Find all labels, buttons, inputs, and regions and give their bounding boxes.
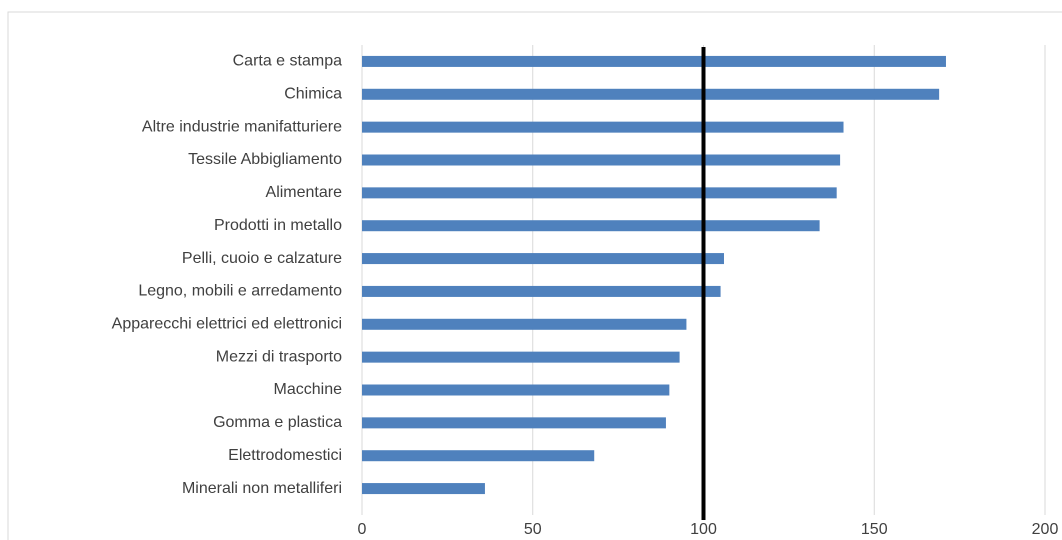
y-tick-label: Chimica xyxy=(284,86,342,103)
bar xyxy=(362,253,724,265)
bar xyxy=(362,450,595,462)
chart-frame xyxy=(7,11,1062,540)
bar xyxy=(362,417,666,429)
y-tick-label: Carta e stampa xyxy=(233,53,342,70)
bar xyxy=(362,285,721,297)
y-tick-label: Macchine xyxy=(274,381,343,398)
bar xyxy=(362,88,940,100)
y-tick-label: Altre industrie manifatturiere xyxy=(142,118,342,135)
x-tick-label: 50 xyxy=(524,521,542,538)
bar xyxy=(362,483,485,495)
bar xyxy=(362,384,670,396)
bar xyxy=(362,154,841,166)
bar xyxy=(362,318,687,330)
bar xyxy=(362,55,946,67)
x-tick-label: 200 xyxy=(1032,521,1059,538)
y-tick-label: Elettrodomestici xyxy=(228,447,342,464)
bar xyxy=(362,351,680,363)
bar xyxy=(362,121,844,133)
y-tick-label: Pelli, cuoio e calzature xyxy=(182,250,342,267)
y-tick-label: Apparecchi elettrici ed elettronici xyxy=(112,316,342,333)
y-tick-label: Prodotti in metallo xyxy=(214,217,342,234)
x-tick-label: 100 xyxy=(690,521,717,538)
y-tick-label: Tessile Abbigliamento xyxy=(188,151,342,168)
y-tick-label: Minerali non metalliferi xyxy=(182,480,342,497)
bar xyxy=(362,187,837,199)
y-tick-label: Alimentare xyxy=(266,184,343,201)
x-tick-label: 150 xyxy=(861,521,888,538)
y-tick-label: Gomma e plastica xyxy=(213,414,342,431)
y-tick-label: Legno, mobili e arredamento xyxy=(138,283,342,300)
bar xyxy=(362,220,820,232)
y-tick-label: Mezzi di trasporto xyxy=(216,348,342,365)
x-tick-label: 0 xyxy=(358,521,367,538)
